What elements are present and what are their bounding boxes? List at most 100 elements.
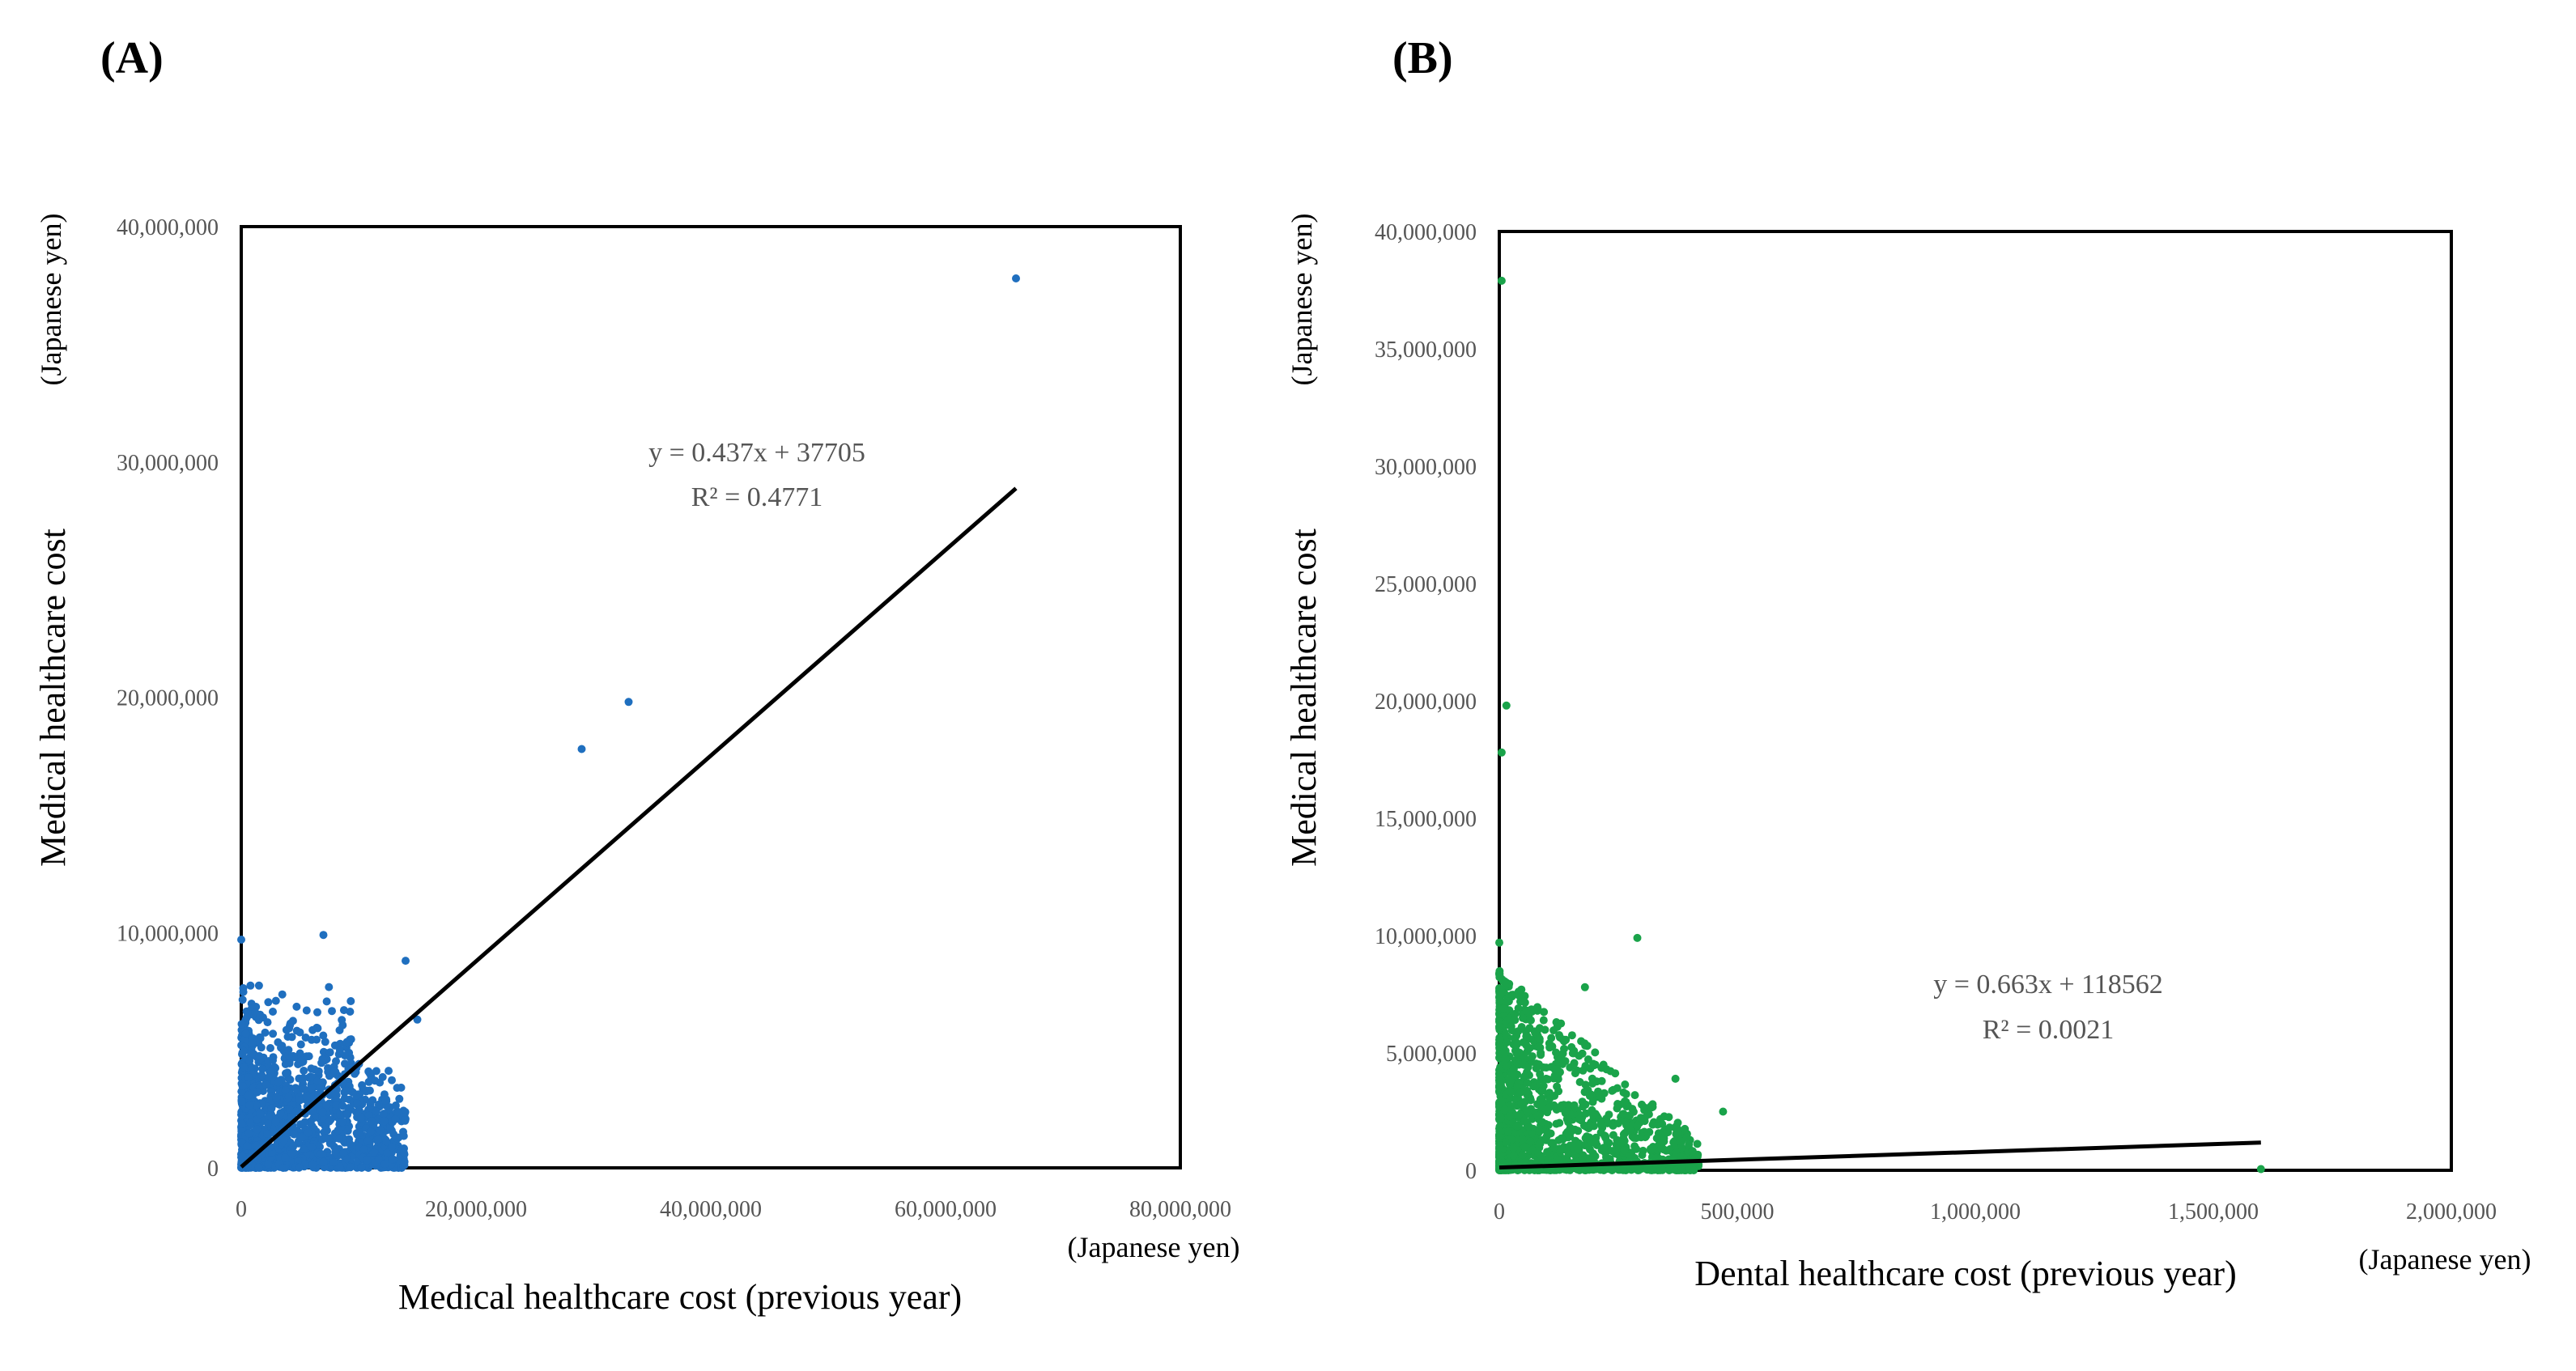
- data-point: [1657, 1144, 1666, 1152]
- data-point: [1591, 1152, 1600, 1161]
- data-point: [264, 1160, 273, 1169]
- data-point: [1528, 1052, 1537, 1061]
- data-point: [1676, 1136, 1685, 1145]
- data-point: [372, 1067, 380, 1076]
- data-point: [388, 1076, 396, 1084]
- x-tick-labels: 0 20,000,000 40,000,000 60,000,000 80,000,00…: [236, 1197, 1231, 1222]
- trendline: [1498, 1140, 2261, 1170]
- data-point: [276, 1109, 285, 1118]
- y-tick-label: 0: [207, 1157, 219, 1182]
- data-point: [1518, 1151, 1527, 1160]
- data-point: [391, 1114, 400, 1123]
- data-point: [1534, 1149, 1543, 1158]
- y-axis-unit: (Japanese yen): [1286, 214, 1318, 386]
- data-point: [1580, 983, 1589, 991]
- x-tick-label: 20,000,000: [425, 1197, 527, 1222]
- data-point: [1579, 1102, 1588, 1111]
- data-point: [267, 1104, 276, 1113]
- data-point: [1502, 701, 1511, 710]
- data-point: [1507, 1026, 1516, 1035]
- data-point: [388, 1155, 397, 1164]
- data-point: [281, 1085, 290, 1094]
- data-point: [1521, 1097, 1529, 1106]
- data-point: [1583, 1132, 1591, 1141]
- data-point: [1502, 980, 1511, 989]
- data-point: [296, 1133, 304, 1142]
- data-point: [341, 1051, 349, 1060]
- data-point: [339, 1148, 348, 1157]
- data-point: [343, 1110, 352, 1119]
- data-point: [1570, 1046, 1579, 1055]
- data-point: [300, 1084, 308, 1093]
- data-point: [318, 1108, 327, 1117]
- data-point: [372, 1107, 380, 1116]
- data-point: [1540, 1008, 1549, 1017]
- trendline: [240, 486, 1018, 1169]
- data-point: [296, 1040, 305, 1049]
- y-tick-label: 10,000,000: [117, 921, 219, 946]
- data-point: [269, 1056, 277, 1065]
- data-point: [1547, 1139, 1556, 1148]
- data-point: [370, 1148, 379, 1157]
- data-point: [365, 1068, 374, 1077]
- data-point: [334, 1126, 342, 1135]
- data-point: [255, 1051, 264, 1060]
- data-point: [1613, 1135, 1622, 1144]
- data-point: [1589, 1061, 1598, 1070]
- panel-b: (B) 0 5,000,000 10,000,000 15,000,000 20,000…: [1284, 33, 2531, 1293]
- data-point: [1677, 1152, 1685, 1161]
- data-point: [1583, 1055, 1592, 1063]
- data-point: [1514, 991, 1523, 1000]
- data-point: [313, 1008, 321, 1017]
- data-point: [297, 1056, 306, 1065]
- data-point: [1574, 1145, 1583, 1154]
- data-point: [256, 1010, 265, 1019]
- data-point: [237, 1119, 246, 1128]
- data-point: [365, 1086, 374, 1095]
- data-point: [1690, 1166, 1698, 1174]
- data-point: [1506, 1112, 1514, 1121]
- data-point: [243, 1142, 252, 1150]
- data-point: [282, 1025, 291, 1034]
- data-point: [1522, 1032, 1531, 1041]
- data-point: [271, 996, 280, 1005]
- data-point: [1682, 1133, 1691, 1142]
- data-point: [376, 1126, 385, 1135]
- y-axis-title: Medical healthcare cost: [33, 528, 73, 867]
- x-axis-unit: (Japanese yen): [2359, 1243, 2531, 1275]
- data-point: [274, 1078, 283, 1087]
- data-point: [1509, 1151, 1518, 1160]
- data-point: [1633, 933, 1642, 942]
- data-point: [371, 1076, 380, 1085]
- data-point: [307, 1084, 316, 1093]
- data-point: [1638, 1151, 1647, 1160]
- data-point: [246, 1118, 255, 1127]
- data-point: [383, 1148, 392, 1157]
- x-axis-title: Dental healthcare cost (previous year): [1694, 1254, 2236, 1293]
- data-point: [1545, 1103, 1554, 1112]
- data-point: [1580, 1088, 1589, 1097]
- data-point: [1545, 1094, 1554, 1103]
- data-point: [330, 1067, 339, 1076]
- data-point: [1609, 1085, 1617, 1094]
- data-point: [1537, 1101, 1546, 1110]
- data-point: [1495, 938, 1503, 947]
- data-point: [1688, 1147, 1697, 1156]
- data-point: [1647, 1146, 1656, 1155]
- data-point: [1586, 1122, 1595, 1131]
- data-point: [249, 1034, 257, 1042]
- data-point: [256, 1110, 265, 1118]
- data-point: [300, 1067, 308, 1075]
- y-tick-label: 0: [1465, 1159, 1477, 1184]
- data-point: [322, 1101, 331, 1110]
- data-point: [314, 1067, 323, 1076]
- data-point: [1570, 1101, 1579, 1110]
- data-point: [1560, 1037, 1568, 1046]
- data-point: [1665, 1146, 1674, 1155]
- y-tick-label: 35,000,000: [1375, 337, 1477, 363]
- data-point: [1588, 1079, 1597, 1088]
- data-point: [319, 931, 328, 940]
- data-point: [1533, 1042, 1542, 1051]
- data-point: [1533, 1004, 1542, 1013]
